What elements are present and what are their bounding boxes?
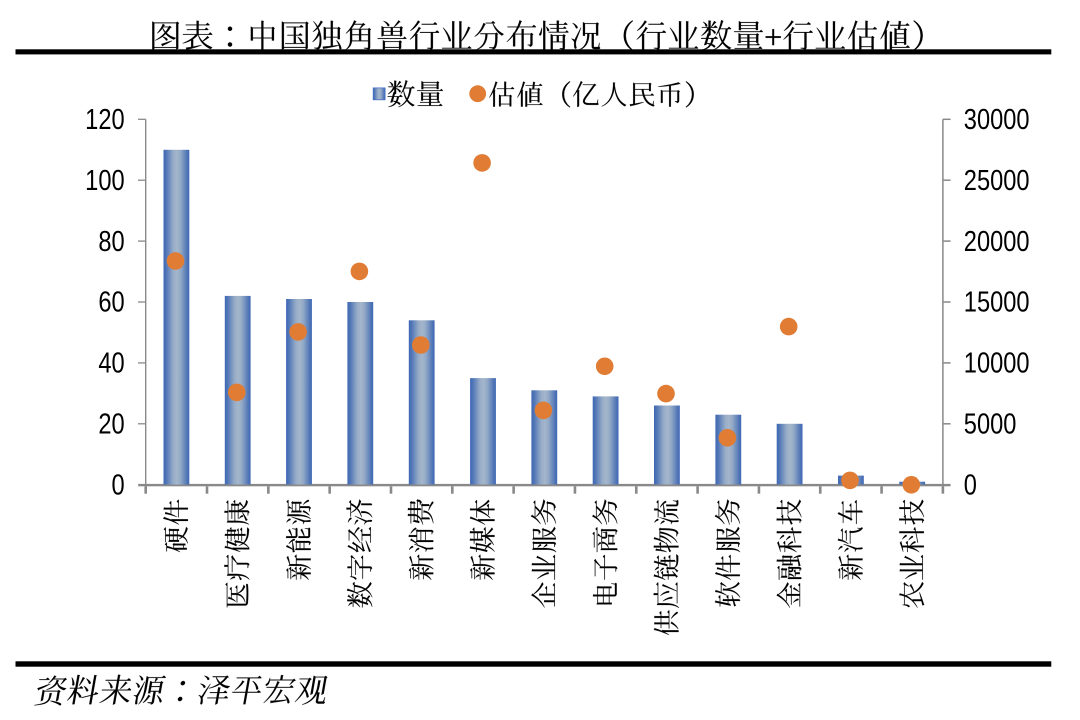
svg-text:10000: 10000 (964, 346, 1030, 379)
svg-text:0: 0 (111, 468, 124, 501)
svg-text:15000: 15000 (964, 286, 1030, 319)
svg-text:80: 80 (98, 225, 124, 258)
svg-text:25000: 25000 (964, 164, 1030, 197)
svg-text:60: 60 (98, 286, 124, 319)
svg-text:30000: 30000 (964, 103, 1030, 136)
svg-text:120: 120 (85, 103, 124, 136)
svg-text:5000: 5000 (964, 407, 1017, 440)
svg-text:20000: 20000 (964, 225, 1030, 258)
svg-text:0: 0 (964, 468, 977, 501)
svg-text:40: 40 (98, 346, 124, 379)
svg-text:100: 100 (85, 164, 124, 197)
svg-text:20: 20 (98, 407, 124, 440)
